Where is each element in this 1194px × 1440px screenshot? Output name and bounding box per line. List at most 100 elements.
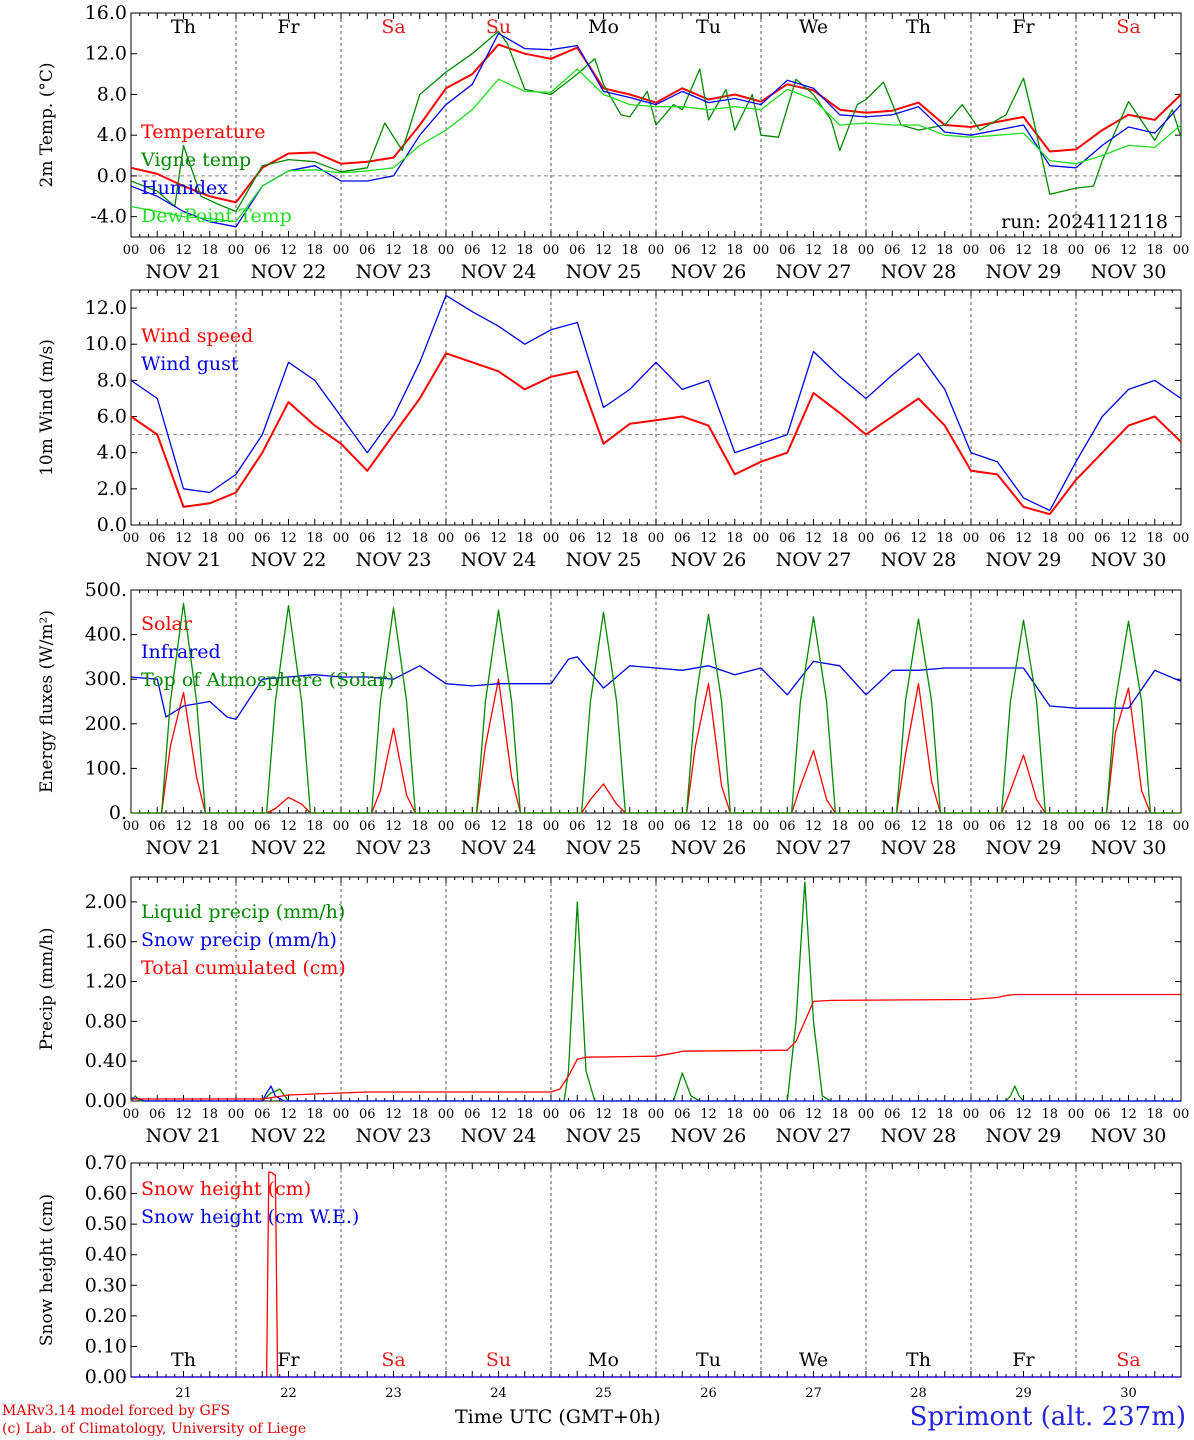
- day-label: NOV 21: [146, 837, 222, 859]
- hour-label: 06: [1094, 243, 1111, 258]
- hour-label: 12: [175, 819, 192, 834]
- hour-label: 12: [490, 531, 507, 546]
- hour-label: 00: [753, 531, 770, 546]
- hour-label: 18: [726, 243, 743, 258]
- legend-entry: Temperature: [141, 121, 265, 143]
- hour-label: 06: [359, 243, 376, 258]
- hour-label: 18: [726, 819, 743, 834]
- hour-label: 06: [464, 1107, 481, 1122]
- hour-label: 00: [228, 1107, 245, 1122]
- hour-label: 18: [621, 531, 638, 546]
- hour-label: 18: [306, 531, 323, 546]
- y-tick-label: 0.30: [85, 1274, 127, 1296]
- hour-label: 00: [648, 1107, 665, 1122]
- hour-label: 00: [753, 819, 770, 834]
- weekday-label: Th: [906, 16, 931, 38]
- hour-label: 12: [175, 531, 192, 546]
- hour-label: 18: [411, 243, 428, 258]
- hour-label: 06: [254, 531, 271, 546]
- hour-label: 00: [438, 243, 455, 258]
- hour-label: 12: [1015, 243, 1032, 258]
- day-number: 24: [490, 1386, 507, 1401]
- weekday-label: Fr: [1012, 16, 1035, 38]
- legend-entry: Vigne temp: [140, 149, 251, 171]
- y-tick-label: 0.00: [85, 1090, 127, 1112]
- hour-label: 12: [595, 243, 612, 258]
- hour-label: 06: [464, 531, 481, 546]
- hour-label: 06: [254, 819, 271, 834]
- hour-label: 06: [884, 819, 901, 834]
- hour-label: 18: [831, 243, 848, 258]
- day-label: NOV 27: [776, 261, 852, 283]
- hour-label: 00: [858, 243, 875, 258]
- hour-label: 00: [438, 531, 455, 546]
- hour-label: 18: [936, 531, 953, 546]
- day-label: NOV 28: [881, 261, 957, 283]
- hour-label: 18: [201, 531, 218, 546]
- legend-entry: Snow precip (mm/h): [141, 929, 337, 951]
- hour-label: 18: [621, 1107, 638, 1122]
- y-tick-label: 0.40: [85, 1244, 127, 1266]
- hour-label: 00: [438, 1107, 455, 1122]
- hour-label: 18: [1146, 243, 1163, 258]
- day-label: NOV 24: [461, 837, 537, 859]
- y-tick-label: 0.50: [85, 1213, 127, 1235]
- hour-label: 12: [280, 819, 297, 834]
- y-tick-label: 200.: [85, 713, 127, 735]
- day-number: 29: [1015, 1386, 1032, 1401]
- series-line-2: [130, 30, 1182, 213]
- hour-label: 12: [490, 1107, 507, 1122]
- hour-label: 06: [779, 531, 796, 546]
- y-axis-title: Snow height (cm): [37, 1194, 57, 1346]
- hour-label: 12: [595, 819, 612, 834]
- hour-label: 00: [543, 819, 560, 834]
- y-tick-label: 400.: [85, 624, 127, 646]
- y-axis-title: Energy fluxes (W/m²): [37, 610, 57, 793]
- y-tick-label: 0.40: [85, 1050, 127, 1072]
- day-label: NOV 30: [1091, 261, 1167, 283]
- hour-label: 12: [910, 531, 927, 546]
- hour-label: 00: [543, 1107, 560, 1122]
- hour-label: 12: [910, 819, 927, 834]
- hour-label: 00: [1173, 1107, 1190, 1122]
- weekday-label: Mo: [588, 1349, 619, 1371]
- hour-label: 06: [674, 531, 691, 546]
- day-number: 26: [700, 1386, 717, 1401]
- y-tick-label: 12.0: [85, 297, 127, 319]
- hour-label: 12: [910, 1107, 927, 1122]
- day-number: 21: [175, 1386, 192, 1401]
- series-line-1: [131, 1171, 1181, 1378]
- hour-label: 18: [726, 531, 743, 546]
- hour-label: 12: [805, 531, 822, 546]
- day-label: NOV 23: [356, 1125, 432, 1147]
- day-label: NOV 29: [986, 261, 1062, 283]
- hour-label: 00: [333, 531, 350, 546]
- hour-label: 06: [674, 819, 691, 834]
- weekday-label: We: [799, 16, 828, 38]
- y-tick-label: 4.0: [97, 442, 127, 464]
- series-line-3: [130, 32, 1182, 228]
- day-label: NOV 22: [251, 261, 327, 283]
- hour-label: 12: [490, 243, 507, 258]
- hour-label: 18: [1041, 819, 1058, 834]
- y-tick-label: -4.0: [90, 206, 127, 228]
- y-tick-label: 1.60: [85, 931, 127, 953]
- hour-label: 18: [411, 819, 428, 834]
- day-label: NOV 23: [356, 837, 432, 859]
- hour-label: 06: [149, 531, 166, 546]
- day-label: NOV 29: [986, 1125, 1062, 1147]
- hour-label: 18: [516, 1107, 533, 1122]
- credit-lab: (c) Lab. of Climatology, University of L…: [2, 1421, 307, 1437]
- hour-label: 00: [1068, 1107, 1085, 1122]
- day-label: NOV 27: [776, 837, 852, 859]
- hour-label: 12: [1120, 1107, 1137, 1122]
- day-label: NOV 28: [881, 837, 957, 859]
- hour-label: 18: [831, 1107, 848, 1122]
- hour-label: 18: [306, 243, 323, 258]
- hour-label: 00: [963, 819, 980, 834]
- hour-label: 06: [989, 531, 1006, 546]
- hour-label: 00: [333, 819, 350, 834]
- day-label: NOV 24: [461, 1125, 537, 1147]
- hour-label: 00: [333, 1107, 350, 1122]
- series-line-4: [130, 68, 1182, 223]
